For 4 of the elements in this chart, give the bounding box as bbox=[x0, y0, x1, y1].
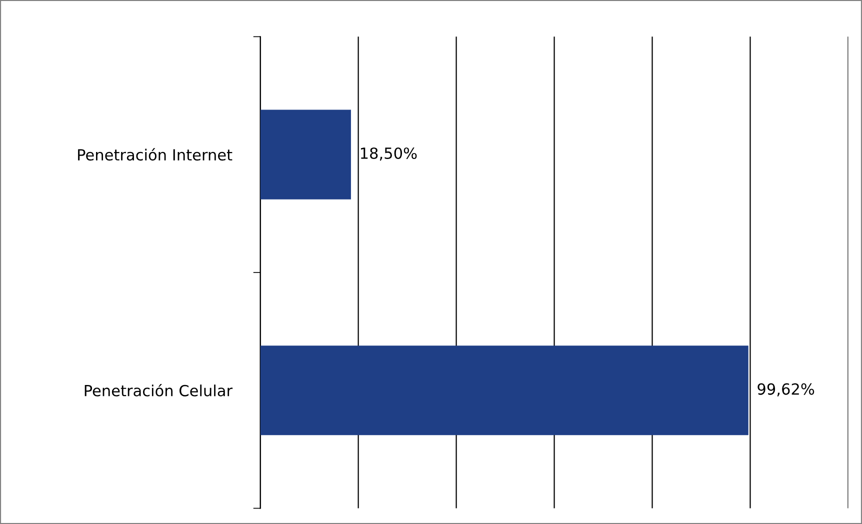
data-label: 18,50% bbox=[360, 147, 417, 161]
y-tick-label: Penetración Celular bbox=[84, 384, 233, 396]
y-tick-label: Penetración Internet bbox=[78, 148, 232, 161]
data-label: 99,62% bbox=[758, 383, 814, 396]
